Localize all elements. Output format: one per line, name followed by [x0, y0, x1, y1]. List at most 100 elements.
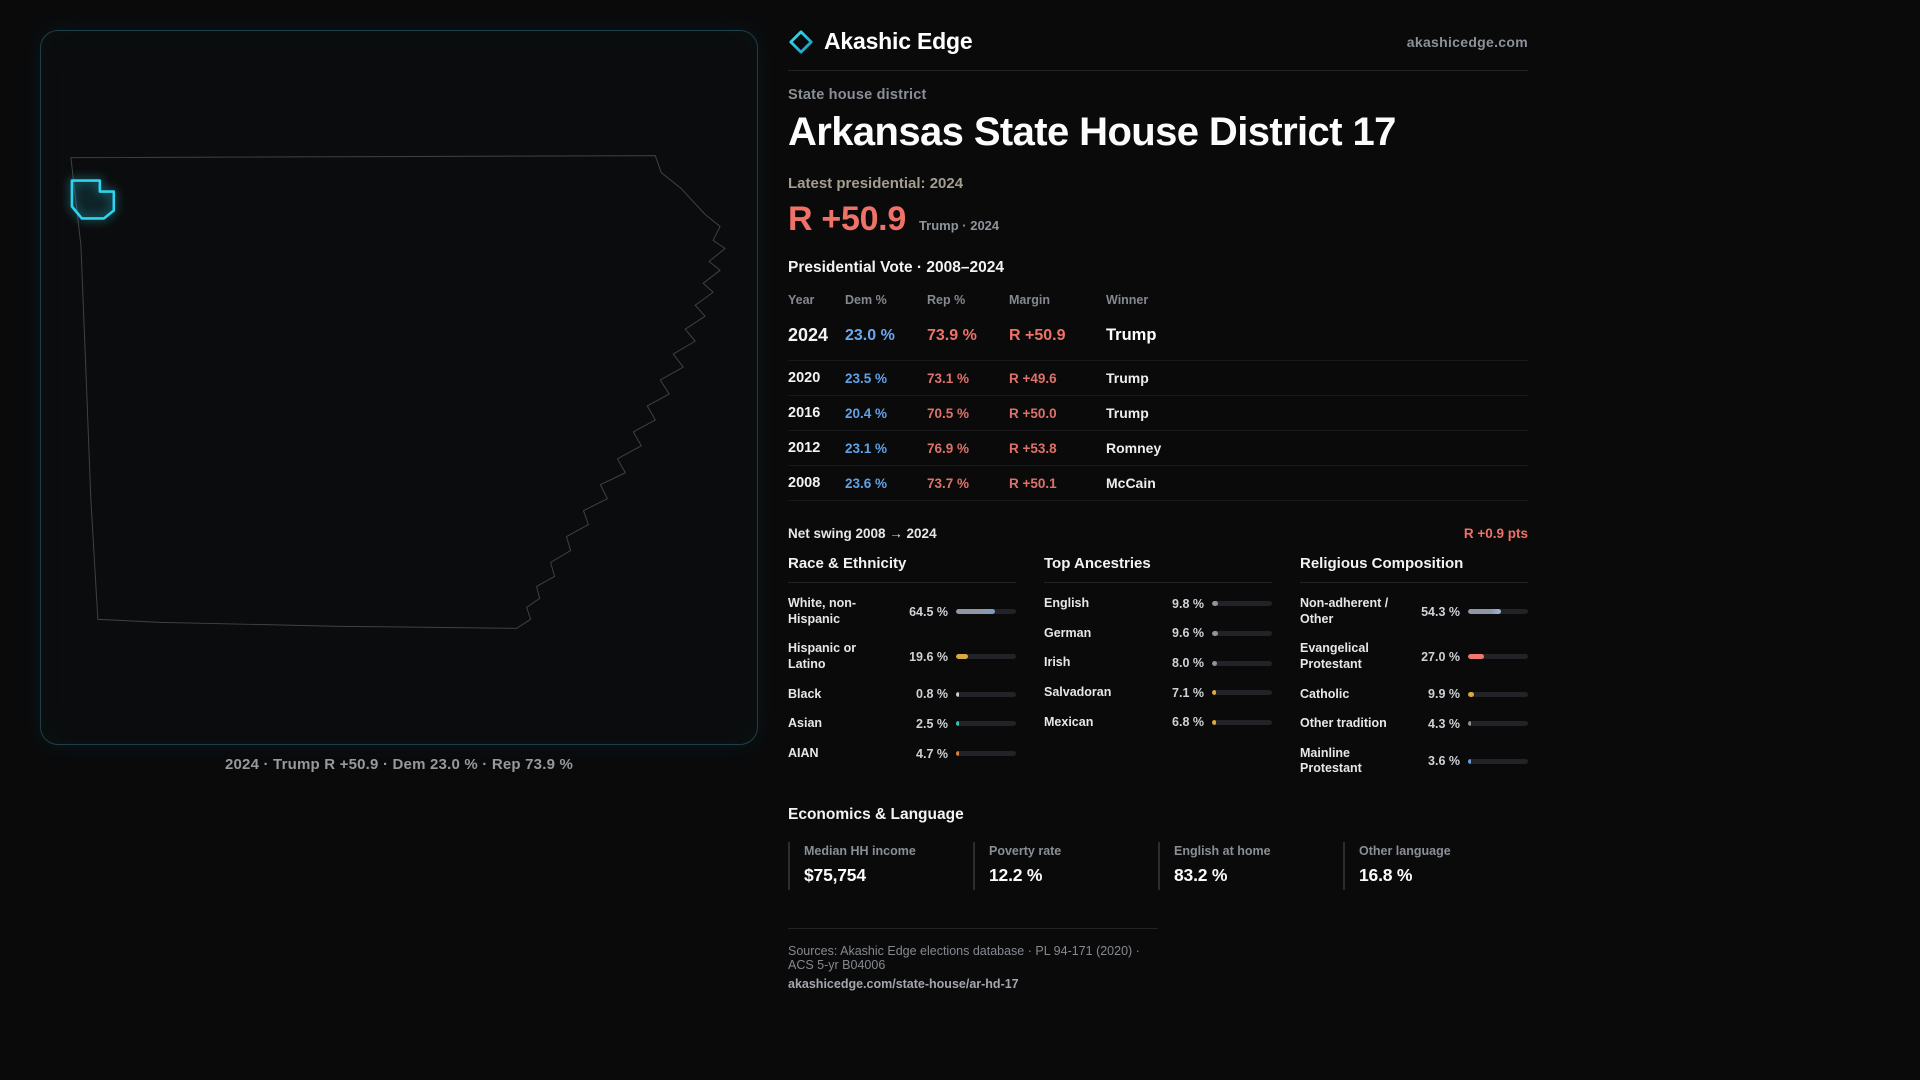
demographic-row: Evangelical Protestant 27.0 %: [1300, 634, 1528, 679]
section-title: Top Ancestries: [1044, 555, 1272, 583]
demographic-row: Non-adherent / Other 54.3 %: [1300, 589, 1528, 634]
demographic-value: 9.8 %: [1172, 596, 1204, 611]
site-link[interactable]: akashicedge.com: [1406, 33, 1528, 50]
permalink[interactable]: akashicedge.com/state-house/ar-hd-17: [788, 977, 1019, 991]
vote-margin: R +50.1: [1009, 475, 1057, 491]
vote-dem-pct: 23.5 %: [845, 370, 888, 386]
demographic-value: 64.5 %: [909, 604, 948, 619]
net-swing-row: Net swing 2008 → 2024 R +0.9 pts: [788, 513, 1528, 541]
state-outline: [70, 155, 726, 629]
col-dem: Dem %: [845, 293, 887, 307]
vote-year: 2016: [788, 405, 821, 421]
demographic-label: Salvadoran: [1044, 684, 1112, 699]
vote-table-row: 2016 20.4 % 70.5 % R +50.0 Trump: [788, 396, 1528, 431]
district-map-panel: [40, 30, 758, 745]
stat-box: English at home 83.2 %: [1158, 842, 1343, 890]
sources-text: Sources: Akashic Edge elections database…: [788, 944, 1140, 972]
vote-margin: R +53.8: [1009, 440, 1057, 456]
demographic-bar-fill: [1468, 721, 1471, 727]
demographic-bar-fill: [956, 751, 959, 757]
stat-label: Median HH income: [804, 844, 916, 858]
stat-label: Poverty rate: [989, 844, 1062, 858]
demographic-list: White, non-Hispanic 64.5 % Hispanic or L…: [788, 589, 1016, 768]
demographic-bar-fill: [956, 721, 959, 727]
vote-winner: Romney: [1106, 440, 1162, 456]
vote-year: 2024: [788, 325, 829, 345]
demographic-bar-fill: [1212, 690, 1217, 696]
demographic-row: Other tradition 4.3 %: [1300, 709, 1528, 739]
demographic-row: AIAN 4.7 %: [788, 739, 1016, 769]
margin-caption: Trump · 2024: [918, 218, 1000, 233]
demographic-list: English 9.8 % German 9.6 % Irish 8.0 %: [1044, 589, 1272, 737]
economics-section: Economics & Language Median HH income $7…: [788, 806, 1528, 890]
demographic-label: Irish: [1044, 655, 1071, 670]
vote-year: 2012: [788, 440, 821, 456]
demographic-label: White, non-Hispanic: [788, 596, 857, 626]
demographic-bar: [1468, 691, 1528, 697]
net-swing-label: Net swing 2008 → 2024: [788, 526, 937, 541]
vote-winner: Trump: [1106, 405, 1149, 421]
demographic-bar-fill: [956, 691, 959, 697]
demographic-label: Black: [788, 686, 822, 701]
demographic-row: English 9.8 %: [1044, 589, 1272, 619]
vote-winner: Trump: [1106, 326, 1157, 344]
demographic-bar-fill: [1212, 719, 1217, 725]
highlighted-district-shape: [70, 179, 116, 220]
demographic-label: Hispanic or Latino: [788, 641, 857, 671]
demographic-bar: [1468, 721, 1528, 727]
vote-winner: Trump: [1106, 370, 1149, 386]
latest-presidential-label: Latest presidential: 2024: [788, 175, 964, 192]
col-winner: Winner: [1106, 293, 1149, 307]
district-type-kicker: State house district: [788, 87, 927, 103]
demographic-value: 4.3 %: [1428, 716, 1460, 731]
demographic-bar-fill: [1468, 654, 1485, 660]
demographic-row: Mainline Protestant 3.6 %: [1300, 739, 1528, 784]
diamond-logo-icon: [789, 29, 813, 54]
stat-value: 83.2 %: [1174, 865, 1228, 885]
religion-column: Religious Composition Non-adherent / Oth…: [1300, 555, 1528, 784]
demographic-value: 6.8 %: [1172, 715, 1204, 730]
demographic-bar-fill: [956, 609, 995, 615]
demographic-value: 0.8 %: [916, 687, 948, 702]
arkansas-map: [70, 155, 726, 629]
demographic-label: English: [1044, 596, 1090, 610]
demographic-label: Mexican: [1044, 714, 1094, 729]
demographic-bar-fill: [1212, 601, 1218, 607]
map-caption: 2024 · Trump R +50.9 · Dem 23.0 % · Rep …: [224, 756, 574, 773]
demographic-value: 3.6 %: [1428, 754, 1460, 769]
col-margin: Margin: [1009, 293, 1050, 307]
section-title: Race & Ethnicity: [788, 555, 1016, 583]
demographic-bar: [956, 691, 1016, 697]
stat-box: Poverty rate 12.2 %: [973, 842, 1158, 890]
demographic-value: 27.0 %: [1421, 649, 1460, 664]
demographic-bar-fill: [956, 654, 968, 660]
demographic-bar-fill: [1212, 660, 1217, 666]
demographic-bar-fill: [1212, 630, 1218, 636]
demographic-value: 7.1 %: [1172, 685, 1204, 700]
vote-rep-pct: 73.1 %: [927, 370, 970, 386]
demographic-bar: [1212, 690, 1272, 696]
demographic-row: German 9.6 %: [1044, 619, 1272, 649]
demographic-list: Non-adherent / Other 54.3 % Evangelical …: [1300, 589, 1528, 784]
vote-table-row: 2012 23.1 % 76.9 % R +53.8 Romney: [788, 431, 1528, 466]
stat-box: Other language 16.8 %: [1343, 842, 1528, 890]
col-rep: Rep %: [927, 293, 966, 307]
stat-value: 12.2 %: [989, 865, 1043, 885]
demographic-value: 9.9 %: [1428, 687, 1460, 702]
vote-dem-pct: 23.1 %: [845, 440, 888, 456]
demographic-bar: [1212, 660, 1272, 666]
vote-table-row: 2020 23.5 % 73.1 % R +49.6 Trump: [788, 361, 1528, 396]
economics-title: Economics & Language: [788, 806, 964, 823]
footer: Sources: Akashic Edge elections database…: [788, 928, 1158, 991]
vote-table-row: 2008 23.6 % 73.7 % R +50.1 McCain: [788, 466, 1528, 501]
demographic-row: Black 0.8 %: [788, 680, 1016, 710]
vote-table-row: 2024 23.0 % 73.9 % R +50.9 Trump: [788, 315, 1528, 361]
demographic-bar-fill: [1468, 609, 1501, 615]
vote-table-title: Presidential Vote · 2008–2024: [788, 259, 1004, 276]
stat-label: Other language: [1359, 844, 1451, 858]
demographic-value: 54.3 %: [1421, 604, 1460, 619]
demographic-label: Asian: [788, 716, 823, 731]
margin-value: R +50.9: [788, 200, 906, 238]
stat-box: Median HH income $75,754: [788, 842, 973, 890]
vote-margin: R +50.0: [1009, 405, 1057, 421]
